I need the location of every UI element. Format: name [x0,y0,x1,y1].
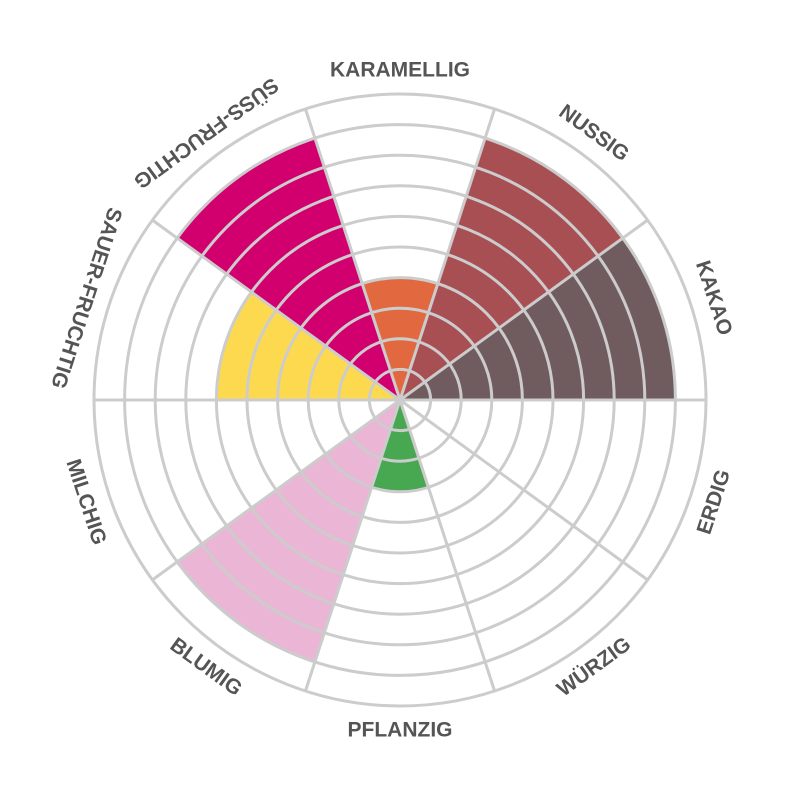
grid-spoke [151,218,401,402]
grid [92,92,708,708]
sector-nussig [400,138,623,400]
category-label-wuerzig: WÜRZIG [553,633,635,702]
category-label-nussig: NUSSIG [555,100,634,166]
grid-spoke [399,398,649,582]
grid-spoke [399,218,649,402]
grid-spoke [304,108,402,401]
sector-kakao [400,238,676,400]
grid-spoke [398,399,496,692]
grid-spoke [304,399,402,692]
sectors [177,138,676,662]
category-label-sauer-fruchtig: SAUER-FRUCHTIG [46,205,126,392]
category-label-pflanzig: PFLANZIG [348,719,453,742]
category-label-karamellig: KARAMELLIG [330,59,470,82]
sector-sauer-fruchtig [216,292,400,400]
sector-blumig [177,400,400,662]
sector-suess-fruchtig [177,138,400,400]
sector-pflanzig [371,400,429,492]
category-label-blumig: BLUMIG [166,633,247,700]
grid-spoke [151,398,401,582]
grid-spoke [398,108,496,401]
category-label-erdig: ERDIG [693,467,735,537]
